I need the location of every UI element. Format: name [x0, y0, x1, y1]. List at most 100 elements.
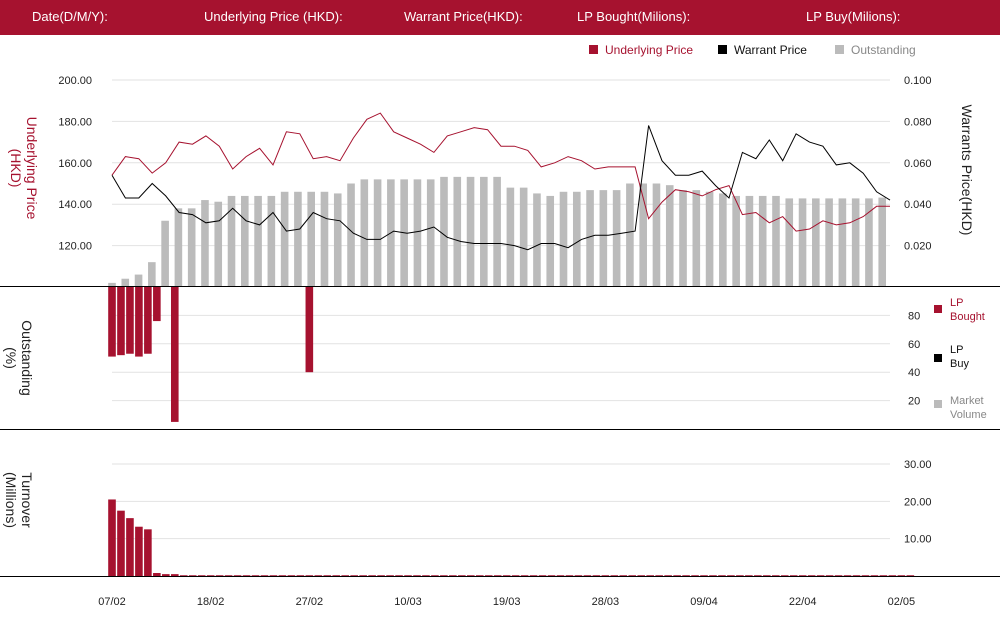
axes [0, 286, 1000, 577]
turnover-bar [377, 575, 385, 576]
turnover-bar [619, 575, 628, 576]
turnover-bar [664, 575, 672, 576]
turnover-tick-label: 20.00 [904, 496, 932, 508]
turnover-bar [709, 575, 717, 576]
outstanding-bar [108, 282, 116, 287]
turnover-bar [350, 575, 358, 576]
legend-outstanding: Outstanding [851, 43, 916, 57]
outstanding-bar [440, 176, 448, 287]
turnover-bar [816, 575, 825, 576]
turnover-bar [323, 575, 332, 576]
turnover-bar [906, 575, 915, 576]
outstanding-bar [719, 193, 727, 287]
turnover-bar [440, 575, 448, 576]
legend-warrant-price: Warrant Price [734, 43, 807, 57]
legend-underlying-price: Underlying Price [605, 43, 693, 57]
turnover-bar [547, 575, 556, 576]
price-lines [111, 112, 891, 251]
turnover-bar [179, 575, 188, 576]
outstanding-bar [546, 195, 555, 287]
turnover-bar [834, 575, 843, 576]
chart-legends: Underlying Price Warrant Price Outstanding… [589, 43, 987, 421]
x-tick-label: 07/02 [98, 596, 126, 608]
turnover-bar [700, 575, 708, 576]
right-tick-label: 0.040 [904, 199, 932, 211]
outstanding-bar [812, 198, 820, 287]
outstanding-tick-label: 60 [908, 339, 920, 351]
info-header-bar: Date(D/M/Y): Underlying Price (HKD): War… [0, 0, 1000, 35]
warrant-price-line [111, 125, 891, 251]
turnover-bar [332, 575, 341, 576]
right-tick-label: 0.020 [904, 241, 932, 253]
lp-bought-bar [305, 287, 314, 373]
outstanding-bar [426, 179, 435, 287]
outstanding-bar [267, 195, 276, 287]
outstanding-bar [878, 197, 887, 287]
turnover-bar [305, 575, 314, 576]
outstanding-tick-label: 20 [908, 396, 920, 408]
outstanding-bar [599, 190, 608, 287]
turnover-bar [843, 575, 852, 576]
outstanding-bar [466, 176, 475, 287]
outstanding-bar [254, 195, 262, 287]
outstanding-bar [453, 176, 462, 287]
legend-lp-buy-2: Buy [950, 358, 969, 370]
outstanding-bar [745, 195, 754, 287]
outstanding-bar [161, 220, 169, 287]
outstanding-axis-title: Outstanding(%) [3, 320, 35, 396]
legend-swatch-outstanding [835, 45, 844, 54]
right-tick-label: 0.060 [904, 158, 932, 170]
right-tick-label: 0.080 [904, 116, 932, 128]
turnover-bar [789, 575, 798, 576]
turnover-bar [269, 575, 278, 576]
outstanding-bar [294, 191, 302, 287]
turnover-bar [431, 575, 439, 576]
turnover-bar [162, 574, 170, 576]
turnover-bar [386, 575, 394, 576]
outstanding-bar [333, 193, 342, 287]
turnover-bar [628, 575, 637, 576]
turnover-bar [314, 575, 323, 576]
outstanding-bar [559, 191, 568, 287]
turnover-bar [108, 499, 116, 576]
left-tick-label: 200.00 [58, 75, 92, 87]
left-tick-label: 120.00 [58, 241, 92, 253]
legend-lp-buy-1: LP [950, 344, 963, 356]
turnover-bar [260, 575, 269, 576]
outstanding-bar [148, 262, 156, 287]
turnover-bar [458, 575, 466, 576]
legend-swatch-warrant [718, 45, 727, 54]
underlying-price-label: Underlying Price (HKD): [204, 9, 343, 24]
outstanding-bar [758, 195, 767, 287]
outstanding-bar [187, 208, 196, 287]
outstanding-bar [201, 200, 209, 287]
turnover-bar [449, 575, 457, 576]
lp-bought-bar [144, 287, 152, 354]
turnover-tick-label: 30.00 [904, 459, 932, 471]
turnover-bar [780, 575, 789, 576]
outstanding-bar [307, 191, 315, 287]
turnover-bar [242, 575, 251, 576]
outstanding-bar [480, 176, 488, 287]
turnover-bar [511, 575, 520, 576]
date-label: Date(D/M/Y): [32, 9, 108, 24]
turnover-bar [144, 529, 152, 576]
turnover-bar [467, 575, 475, 576]
turnover-bar [224, 575, 233, 576]
legend-swatch-lp-buy [934, 354, 942, 362]
outstanding-bar [506, 187, 515, 287]
left-tick-label: 180.00 [58, 116, 92, 128]
x-tick-label: 18/02 [197, 596, 225, 608]
right-axis-title: Warrants Price(HKD) [959, 105, 975, 236]
turnover-bar [879, 575, 888, 576]
turnover-bar [610, 575, 619, 576]
turnover-bar [897, 575, 906, 576]
underlying-price-line [111, 112, 890, 232]
outstanding-bar [214, 201, 223, 287]
outstanding-bar [825, 198, 833, 287]
turnover-bar [736, 575, 744, 576]
outstanding-bar [572, 191, 581, 287]
turnover-bar [422, 575, 430, 576]
turnover-bar [153, 573, 161, 576]
turnover-bar [825, 575, 834, 576]
